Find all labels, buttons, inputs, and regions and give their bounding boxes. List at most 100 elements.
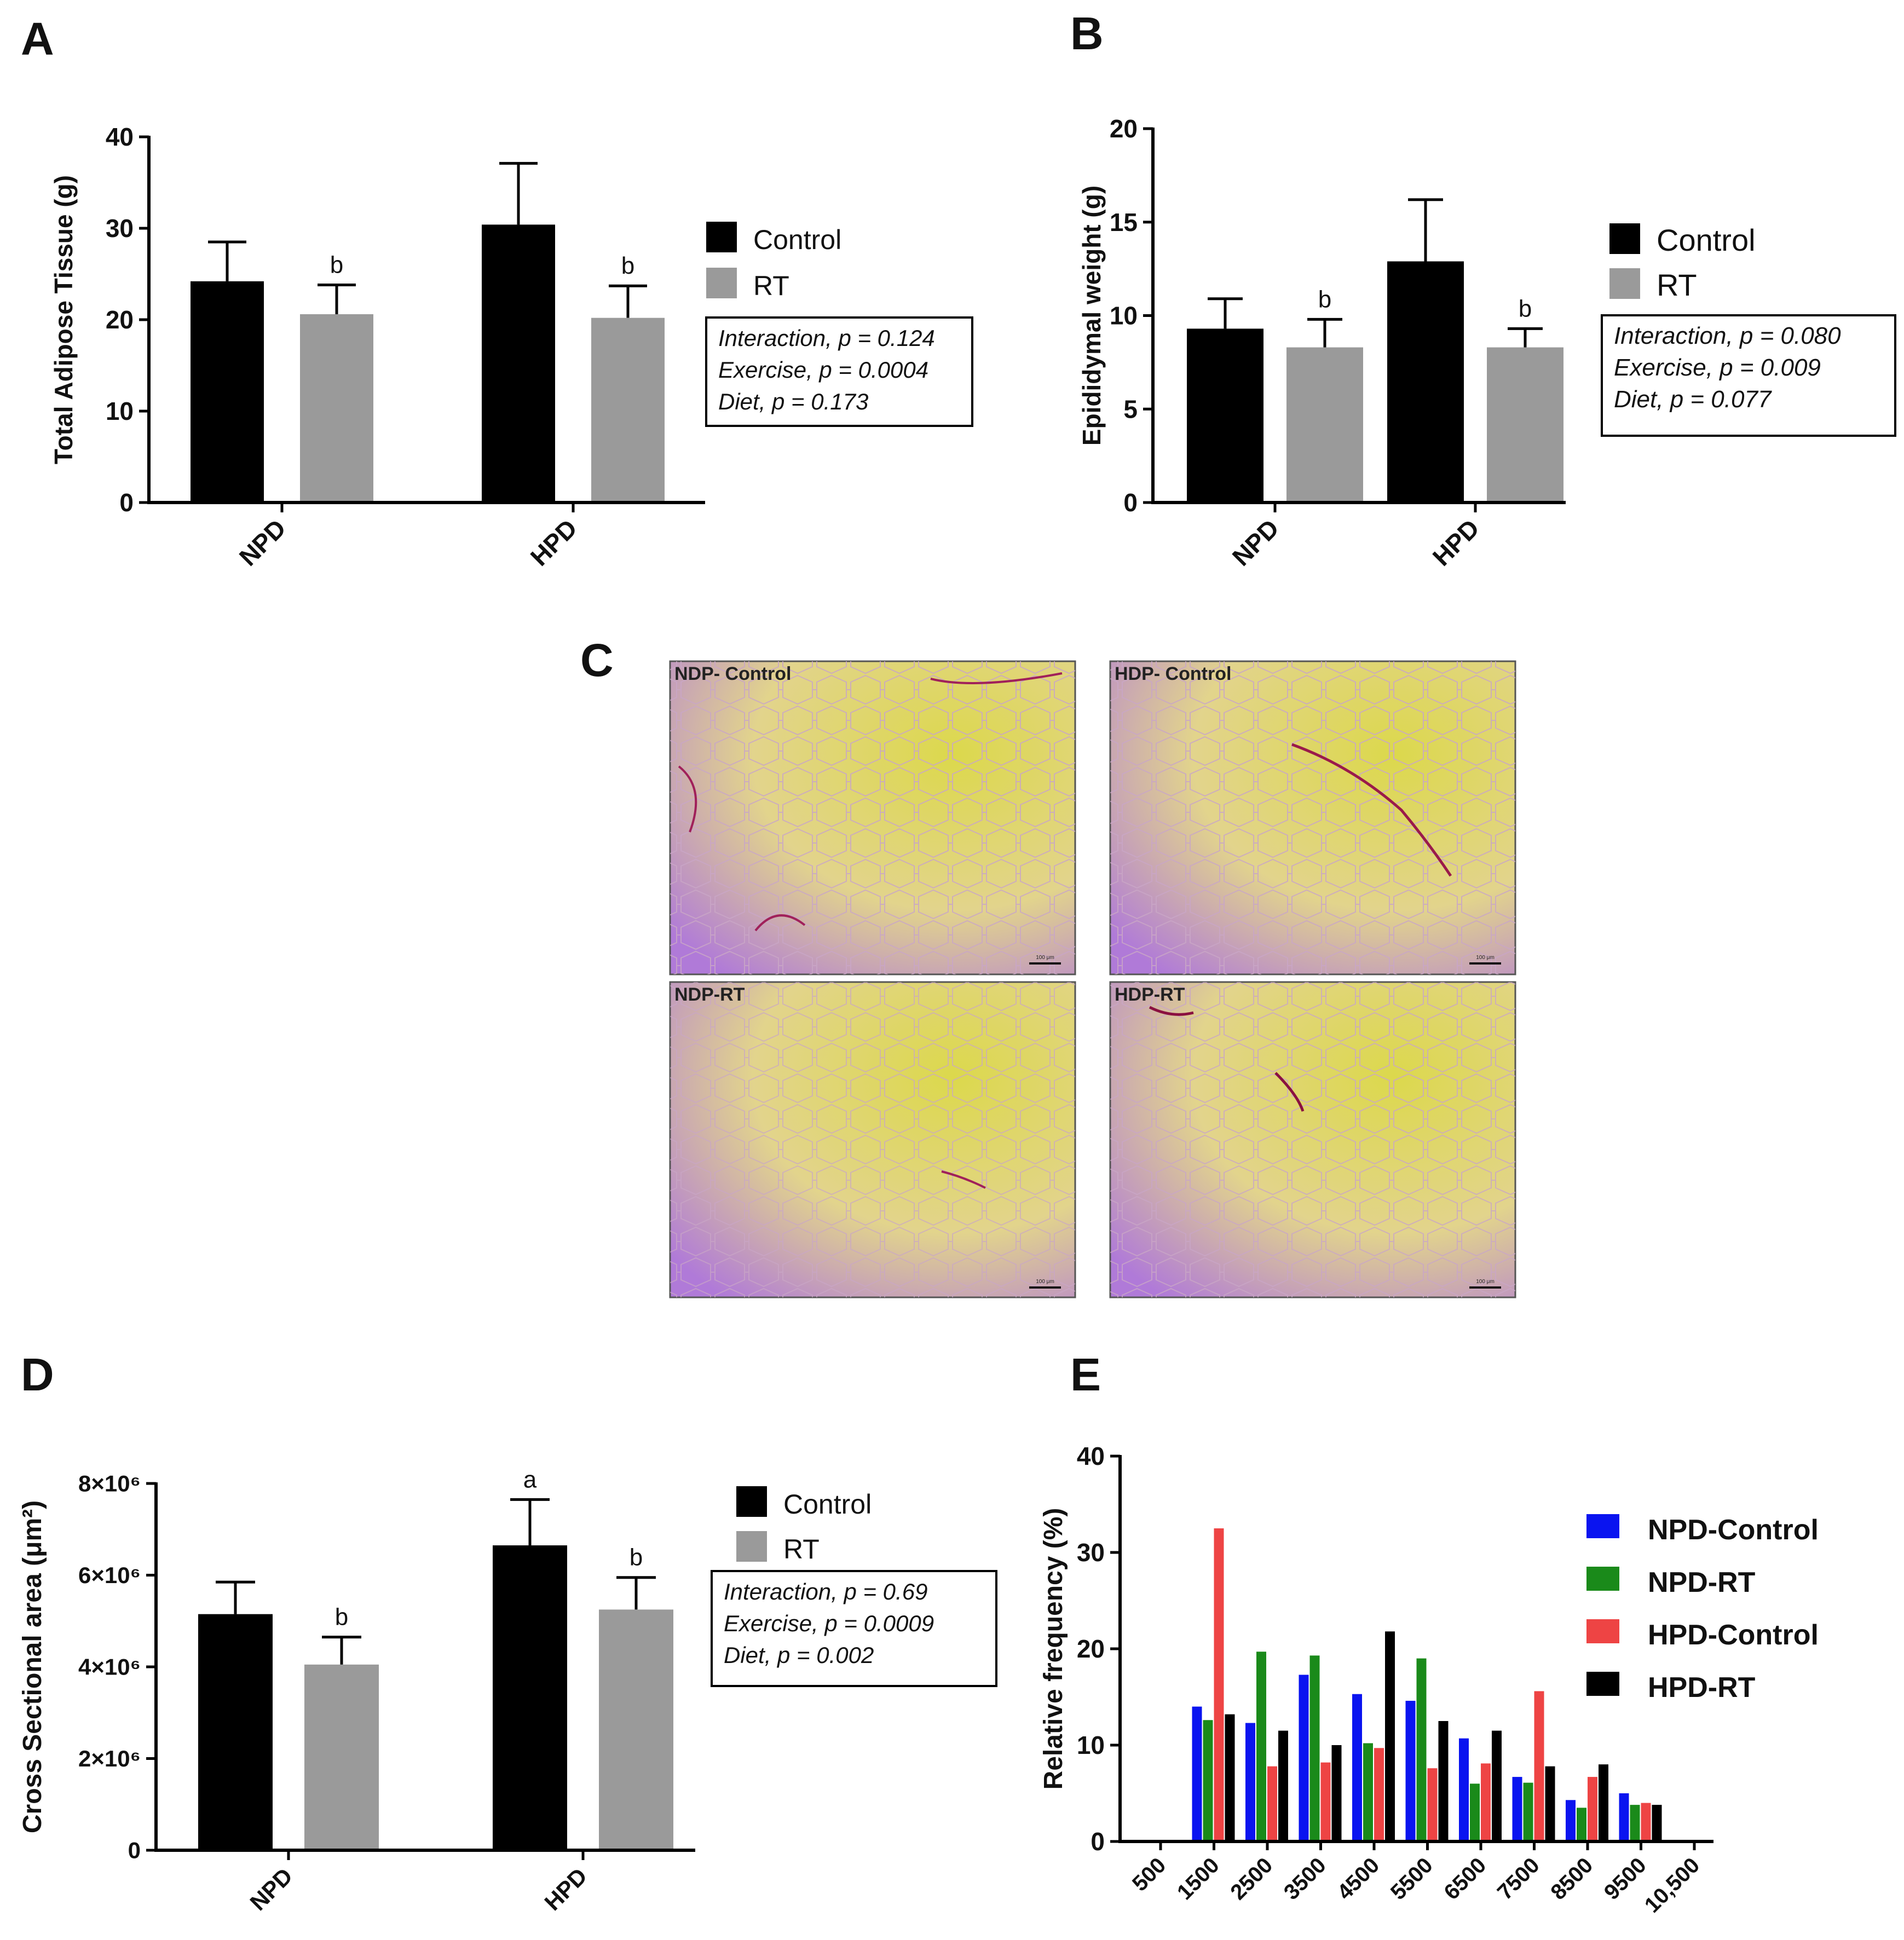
- histogram-bar: [1352, 1694, 1362, 1841]
- y-tick-label: 0: [119, 488, 134, 517]
- chart-relative-frequency: 0 10 20 30 40 500 1500 2500 3500 4500 5500 6500 7500…: [1039, 1442, 1819, 1918]
- legend-swatch: [1586, 1672, 1619, 1696]
- histogram-bar: [1192, 1706, 1202, 1841]
- bar: [482, 224, 555, 503]
- y-tick-label: 8×10⁶: [78, 1471, 141, 1497]
- legend-label: NPD-RT: [1648, 1567, 1756, 1598]
- y-tick-label: 15: [1110, 208, 1138, 236]
- y-tick-label: 6×10⁶: [78, 1562, 141, 1588]
- x-tick-label: HPD: [539, 1863, 592, 1915]
- legend-label: RT: [1657, 268, 1697, 302]
- stats-line: Diet, p = 0.077: [1614, 386, 1772, 413]
- micrograph-npd-rt: NDP-RT 100 μm: [669, 981, 1076, 1298]
- x-tick-label: 4500: [1332, 1853, 1384, 1904]
- panel-letter-e: E: [1070, 1349, 1101, 1400]
- y-tick-label: 10: [1110, 302, 1138, 330]
- bar: [1187, 328, 1263, 503]
- scale-bar-label: 100 μm: [1476, 955, 1495, 961]
- x-tick-label: 5500: [1386, 1853, 1438, 1904]
- stats-line: Diet, p = 0.173: [718, 389, 868, 414]
- y-tick-label: 40: [1077, 1442, 1105, 1470]
- stats-line: Diet, p = 0.002: [724, 1642, 874, 1668]
- stats-box: [705, 316, 973, 427]
- y-tick-label: 10: [1077, 1731, 1105, 1759]
- x-tick-label: 2500: [1226, 1853, 1277, 1904]
- histogram-bar: [1652, 1805, 1662, 1841]
- histogram-bar: [1566, 1800, 1576, 1841]
- x-tick-label: NPD: [245, 1863, 297, 1915]
- stats-line: Exercise, p = 0.0009: [724, 1610, 934, 1636]
- micrograph-label: HDP- Control: [1115, 663, 1231, 684]
- stats-line: Interaction, p = 0.69: [724, 1579, 927, 1604]
- legend-swatch: [736, 1531, 767, 1562]
- y-axis-title: Total Adipose Tissue (g): [49, 175, 78, 464]
- scale-bar-label: 100 μm: [1476, 1279, 1495, 1285]
- legend-label: HPD-RT: [1648, 1672, 1756, 1704]
- scale-bar-label: 100 μm: [1036, 1279, 1054, 1285]
- bar: [191, 281, 264, 503]
- histogram-bar: [1214, 1528, 1224, 1841]
- significance-letter: b: [630, 1544, 643, 1571]
- bar: [493, 1545, 567, 1850]
- y-tick-label: 20: [1110, 114, 1138, 143]
- histogram-bar: [1599, 1764, 1608, 1841]
- x-tick-label: NPD: [234, 513, 291, 571]
- micrograph-label: NDP- Control: [674, 663, 791, 684]
- legend-label: HPD-Control: [1648, 1619, 1819, 1651]
- significance-letter: b: [330, 252, 343, 279]
- histogram-bar: [1363, 1743, 1373, 1841]
- histogram-bar: [1320, 1762, 1331, 1841]
- histogram-bar: [1256, 1652, 1266, 1841]
- histogram-bar: [1523, 1782, 1533, 1841]
- y-axis-title: Relative frequency (%): [1039, 1508, 1068, 1790]
- x-tick-label: 500: [1128, 1853, 1170, 1896]
- y-tick-label: 0: [128, 1838, 141, 1863]
- legend-swatch: [1586, 1619, 1619, 1643]
- y-tick-label: 10: [106, 397, 134, 425]
- x-tick-label: 7500: [1493, 1853, 1544, 1904]
- stats-box: [1601, 314, 1896, 437]
- significance-letter: b: [1318, 286, 1331, 313]
- y-tick-label: 0: [1123, 488, 1138, 517]
- bar: [198, 1614, 273, 1850]
- histogram-bar: [1619, 1793, 1629, 1841]
- bar: [304, 1664, 379, 1850]
- legend-label: NPD-Control: [1648, 1514, 1819, 1546]
- x-tick-label: HPD: [525, 513, 582, 571]
- histogram-bar: [1481, 1763, 1491, 1841]
- micrograph-hpd-rt: HDP-RT 100 μm: [1109, 981, 1516, 1298]
- y-tick-label: 20: [106, 305, 134, 334]
- histogram-bar: [1267, 1766, 1277, 1841]
- bar: [599, 1609, 673, 1850]
- panel-letter-d: D: [21, 1349, 54, 1400]
- bar: [300, 314, 373, 503]
- histogram-bar: [1459, 1738, 1469, 1841]
- histogram-bar: [1405, 1701, 1416, 1841]
- micrograph-label: HDP-RT: [1115, 984, 1185, 1005]
- micrograph-npd-control: NDP- Control 100 μm: [669, 660, 1076, 975]
- chart-cross-sectional-area: a b b 0 2×10⁶ 4×10⁶ 6×10⁶ 8×10⁶ NPD HPD Cross Sect…: [18, 1466, 997, 1915]
- histogram-bar: [1416, 1658, 1427, 1841]
- x-tick-label: NPD: [1227, 513, 1284, 571]
- stats-line: Interaction, p = 0.124: [718, 325, 935, 351]
- panel-letter-b: B: [1070, 8, 1104, 59]
- histogram-bar: [1331, 1745, 1342, 1841]
- histogram-bar: [1492, 1730, 1502, 1841]
- bar: [591, 317, 665, 503]
- legend-swatch: [1609, 268, 1640, 299]
- significance-letter: b: [335, 1604, 348, 1631]
- y-tick-label: 5: [1123, 395, 1138, 423]
- bar: [1487, 347, 1563, 503]
- legend-swatch: [1609, 223, 1640, 254]
- histogram-bar: [1225, 1714, 1235, 1841]
- significance-letter: b: [1519, 295, 1532, 322]
- histogram-bar: [1245, 1723, 1255, 1841]
- y-tick-label: 20: [1077, 1635, 1105, 1663]
- stats-box: [711, 1570, 997, 1687]
- histogram-bar: [1641, 1803, 1651, 1841]
- histogram-bar: [1385, 1631, 1395, 1841]
- legend-label: Control: [1657, 223, 1756, 257]
- significance-letter: b: [621, 252, 634, 279]
- y-tick-label: 30: [106, 214, 134, 242]
